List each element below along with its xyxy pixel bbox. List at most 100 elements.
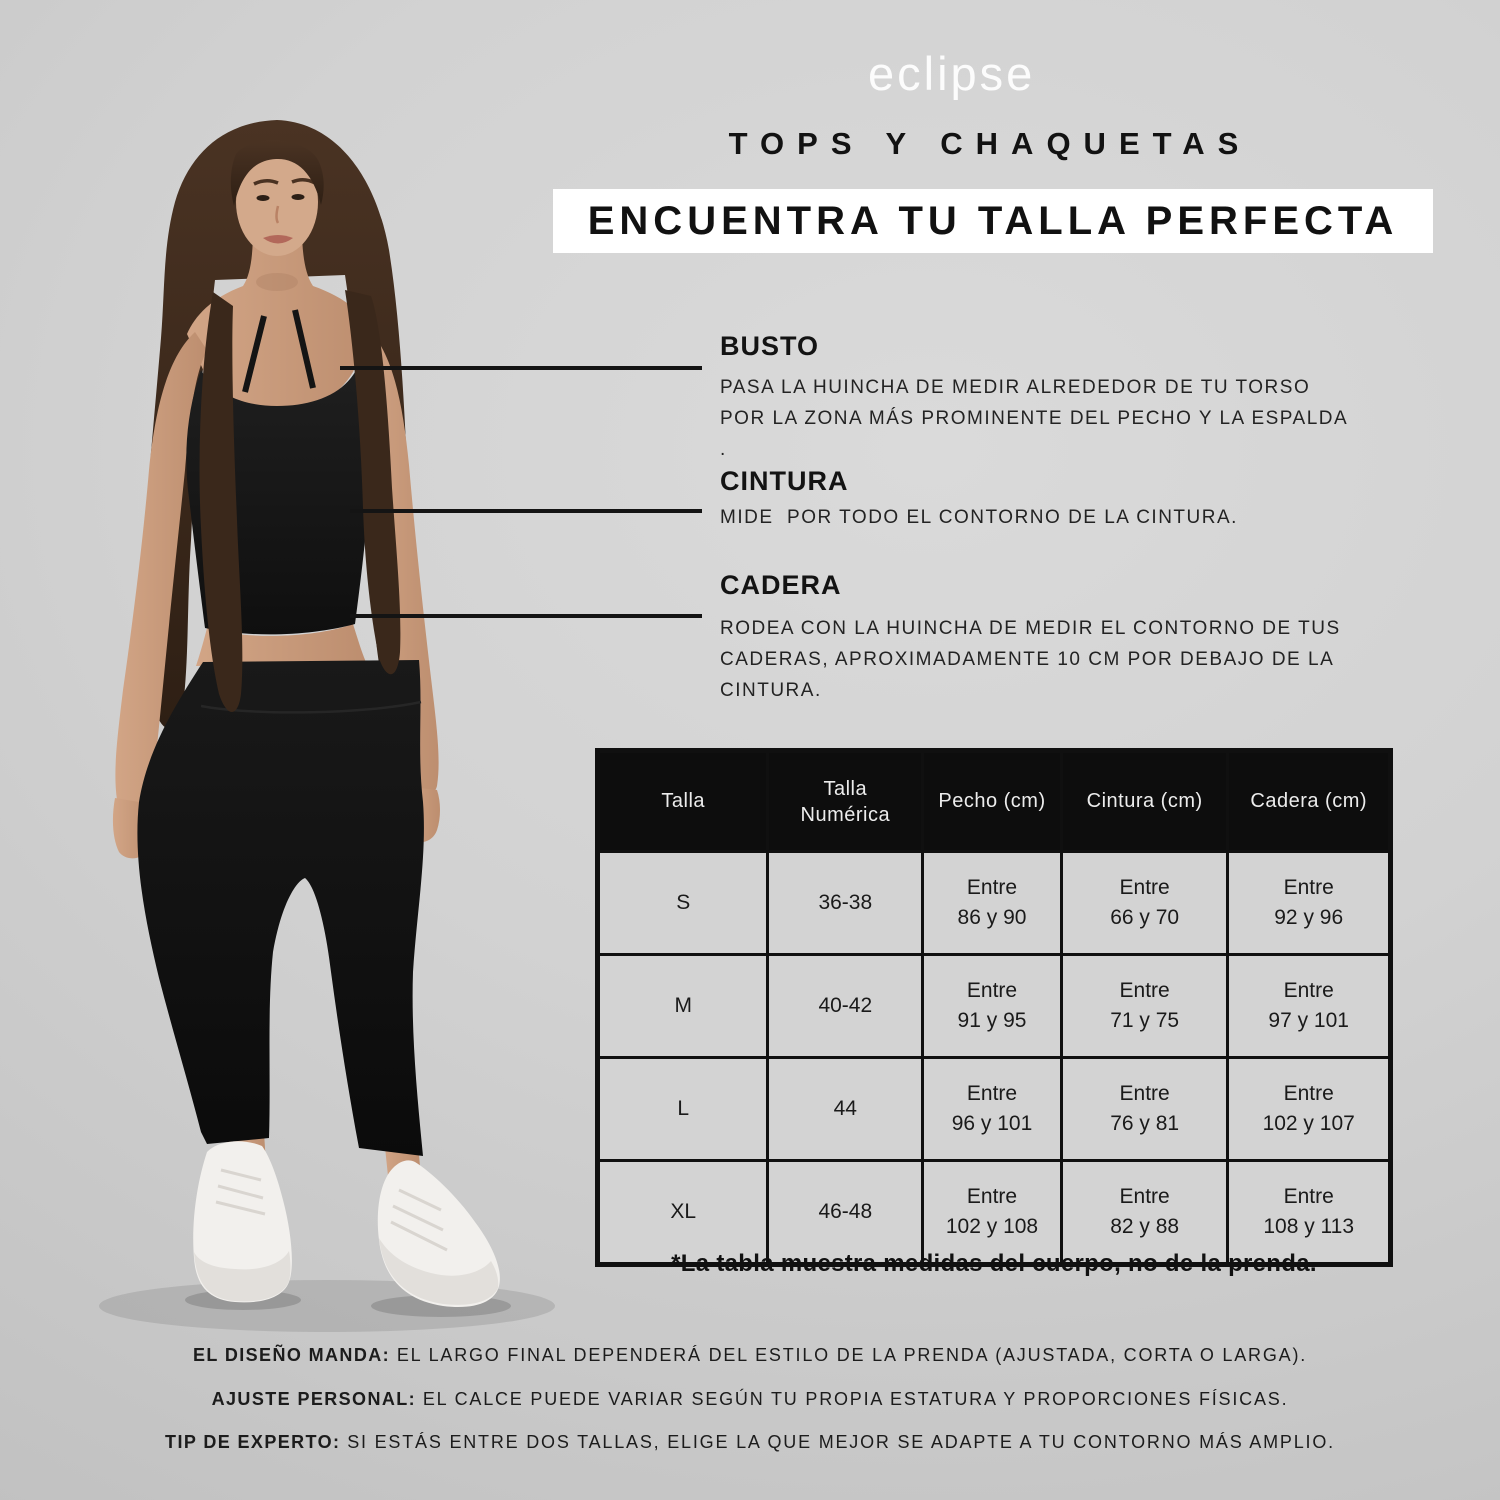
- cintura-line-1: MIDE POR TODO EL CONTORNO DE LA CINTURA.: [720, 507, 1238, 528]
- tip-diseno-label: EL DISEÑO MANDA:: [192, 1345, 391, 1365]
- model-hair-lock-left: [199, 292, 243, 712]
- cell-line: Entre: [1283, 979, 1334, 1002]
- main-title-banner: ENCUENTRA TU TALLA PERFECTA: [553, 189, 1433, 253]
- cell-cintura: Entre 71 y 75: [1059, 953, 1230, 1059]
- bust-measure-line: [340, 366, 702, 370]
- cell-line: Entre: [966, 876, 1018, 899]
- sneaker-left-laces: [215, 1168, 266, 1216]
- table-note: *La tabla muestra medidas del cuerpo, no…: [671, 1250, 1317, 1277]
- cintura-description: MIDE POR TODO EL CONTORNO DE LA CINTURA.: [720, 502, 1238, 533]
- cell-numerica: 46-48: [766, 1159, 925, 1266]
- face-nose: [275, 205, 280, 224]
- cadera-description: RODEA CON LA HUINCHA DE MEDIR EL CONTORN…: [720, 613, 1341, 706]
- tip-experto-text: SI ESTÁS ENTRE DOS TALLAS, ELIGE LA QUE …: [340, 1432, 1335, 1452]
- model-hair-lock-right: [345, 290, 401, 675]
- cell-line: 96 y 101: [951, 1112, 1033, 1135]
- size-row-m: M 40-42 Entre 91 y 95 Entre 71 y 75 Entre 9…: [595, 953, 1392, 1059]
- cell-line: Entre: [1119, 1082, 1170, 1105]
- model-neck: [187, 228, 371, 410]
- sneaker-left-sole: [194, 1251, 291, 1302]
- face-eye-right: [291, 194, 305, 200]
- model-face: [236, 148, 318, 256]
- cell-cadera: Entre 97 y 101: [1226, 953, 1392, 1059]
- face-lips: [263, 235, 293, 244]
- cell-cintura: Entre 76 y 81: [1059, 1056, 1230, 1162]
- cell-line: 66 y 70: [1110, 906, 1180, 929]
- cell-line: 102 y 107: [1262, 1112, 1355, 1135]
- cell-line: Entre: [1283, 1082, 1334, 1105]
- tip-experto-label: TIP DE EXPERTO:: [165, 1432, 341, 1452]
- cell-line: 92 y 96: [1274, 906, 1344, 929]
- model-photo: [99, 120, 555, 1332]
- cell-line: Entre: [1119, 1185, 1170, 1208]
- tip-ajuste-label: AJUSTE PERSONAL:: [211, 1389, 417, 1409]
- size-row-xl: XL 46-48 Entre 102 y 108 Entre 82 y 88 Ent…: [595, 1159, 1392, 1266]
- cell-numerica: 40-42: [766, 953, 925, 1059]
- cell-line: Entre: [1283, 876, 1334, 899]
- cell-talla: M: [595, 953, 770, 1059]
- category-title: TOPS Y CHAQUETAS: [728, 126, 1252, 161]
- cell-cadera: Entre 92 y 96: [1226, 850, 1392, 956]
- size-row-s: S 36-38 Entre 86 y 90 Entre 66 y 70 Entre 9…: [595, 850, 1392, 956]
- neck-shadow: [256, 273, 298, 291]
- top-strap-right: [292, 309, 316, 389]
- model-hair-back: [141, 120, 415, 729]
- cell-talla: L: [595, 1056, 770, 1162]
- face-eye-left: [256, 195, 270, 201]
- header-cell-pecho: Pecho (cm): [921, 749, 1063, 853]
- size-row-l: L 44 Entre 96 y 101 Entre 76 y 81 Entre 102…: [595, 1056, 1392, 1162]
- model-leggings: [137, 660, 424, 1156]
- model-left-arm: [115, 332, 207, 814]
- busto-line-3: .: [720, 439, 727, 460]
- cell-line: 71 y 75: [1110, 1009, 1180, 1032]
- table-header-row: Talla Talla Numérica Pecho (cm) Cintura …: [595, 749, 1392, 853]
- cintura-heading: CINTURA: [720, 466, 849, 496]
- cell-pecho: Entre 96 y 101: [921, 1056, 1063, 1162]
- cell-cadera: Entre 102 y 107: [1226, 1056, 1392, 1162]
- cell-line: 108 y 113: [1263, 1215, 1355, 1238]
- tip-ajuste-text: EL CALCE PUEDE VARIAR SEGÚN TU PROPIA ES…: [416, 1389, 1289, 1409]
- cell-line: 86 y 90: [957, 906, 1027, 929]
- busto-description: PASA LA HUINCHA DE MEDIR ALREDEDOR DE TU…: [720, 372, 1348, 465]
- model-hair-fringe: [230, 140, 324, 206]
- tip-ajuste: AJUSTE PERSONAL: EL CALCE PUEDE VARIAR S…: [0, 1389, 1500, 1410]
- face-brow-left: [253, 179, 279, 186]
- tip-diseno: EL DISEÑO MANDA: EL LARGO FINAL DEPENDER…: [0, 1345, 1500, 1366]
- cell-cadera: Entre 108 y 113: [1226, 1159, 1392, 1266]
- cell-line: Entre: [966, 1082, 1018, 1105]
- model-sneaker-left: [193, 1141, 292, 1303]
- cell-line: Entre: [1283, 1185, 1334, 1208]
- top-strap-left: [242, 315, 267, 393]
- sneaker-right-sole: [379, 1238, 499, 1305]
- cell-cintura: Entre 82 y 88: [1059, 1159, 1230, 1266]
- busto-heading: BUSTO: [720, 331, 820, 361]
- cell-line: Entre: [1119, 876, 1170, 899]
- waist-measure-line: [350, 509, 702, 513]
- cell-line: 91 y 95: [957, 1009, 1027, 1032]
- brand-logo: eclipse: [868, 47, 1036, 100]
- cell-line: Entre: [1119, 979, 1170, 1002]
- sneaker-right-laces: [390, 1188, 448, 1252]
- cell-numerica: 36-38: [766, 850, 925, 956]
- cell-line: Entre: [966, 979, 1018, 1002]
- cadera-line-1: RODEA CON LA HUINCHA DE MEDIR EL CONTORN…: [720, 618, 1341, 639]
- main-title: ENCUENTRA TU TALLA PERFECTA: [587, 199, 1399, 243]
- cadera-line-2: CADERAS, APROXIMADAMENTE 10 CM POR DEBAJ…: [720, 649, 1335, 670]
- header-cell-talla-numerica: Talla Numérica: [766, 749, 925, 853]
- cell-pecho: Entre 86 y 90: [921, 850, 1063, 956]
- cell-cintura: Entre 66 y 70: [1059, 850, 1230, 956]
- cell-talla: S: [595, 850, 770, 956]
- header-cell-talla: Talla: [595, 749, 770, 853]
- size-table: Talla Talla Numérica Pecho (cm) Cintura …: [595, 748, 1393, 1267]
- header-cell-talla-numerica-label: Talla Numérica: [800, 777, 891, 826]
- cell-talla: XL: [595, 1159, 770, 1266]
- cell-pecho: Entre 91 y 95: [921, 953, 1063, 1059]
- tip-experto: TIP DE EXPERTO: SI ESTÁS ENTRE DOS TALLA…: [0, 1432, 1500, 1453]
- cell-line: 102 y 108: [945, 1215, 1039, 1238]
- cell-line: 97 y 101: [1268, 1009, 1349, 1032]
- cell-line: 82 y 88: [1110, 1215, 1180, 1238]
- busto-line-2: POR LA ZONA MÁS PROMINENTE DEL PECHO Y L…: [720, 408, 1349, 429]
- cell-pecho: Entre 102 y 108: [921, 1159, 1063, 1266]
- tip-diseno-text: EL LARGO FINAL DEPENDERÁ DEL ESTILO DE L…: [390, 1345, 1308, 1365]
